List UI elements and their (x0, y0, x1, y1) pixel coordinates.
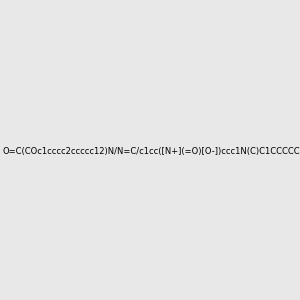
Text: O=C(COc1cccc2ccccc12)N/N=C/c1cc([N+](=O)[O-])ccc1N(C)C1CCCCC1: O=C(COc1cccc2ccccc12)N/N=C/c1cc([N+](=O)… (2, 147, 300, 156)
